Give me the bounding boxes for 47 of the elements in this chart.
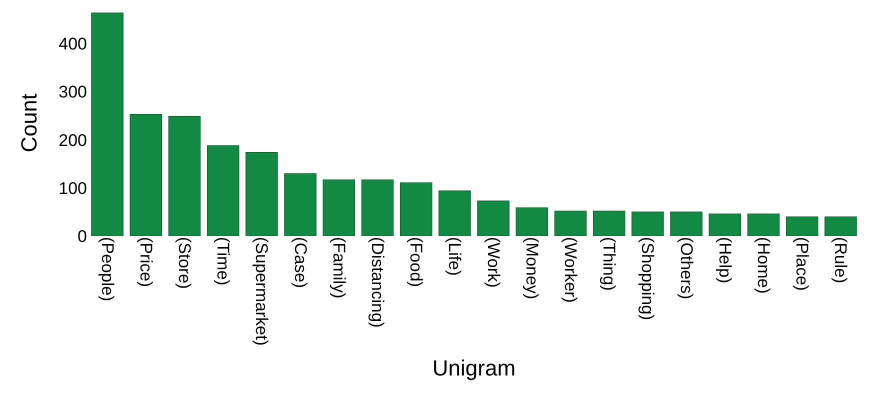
bar — [477, 200, 510, 236]
x-tick-label: (Help) — [715, 237, 734, 284]
bar — [554, 210, 587, 236]
bar — [438, 190, 471, 236]
bar — [91, 12, 124, 236]
bar — [516, 207, 548, 236]
y-axis-title: Count — [16, 94, 42, 152]
x-tick-label: (Shopping) — [638, 237, 658, 320]
x-tick-label: (Family) — [329, 237, 348, 298]
x-tick-label: (Price) — [136, 237, 156, 288]
x-tick-label: (Place) — [792, 237, 812, 291]
x-tick-label: (Home) — [754, 237, 773, 294]
x-tick-label: (Case) — [290, 237, 310, 288]
x-tick-label: (Work) — [484, 237, 503, 288]
bar — [361, 179, 394, 236]
bar — [168, 116, 201, 236]
bar — [246, 152, 278, 236]
bar — [670, 212, 702, 236]
x-tick-label: (Worker) — [560, 237, 580, 303]
bar — [632, 212, 664, 236]
bar — [786, 216, 818, 236]
x-tick-label: (Food) — [406, 237, 426, 288]
x-tick-label: (Thing) — [600, 237, 619, 291]
x-tick-label: (Store) — [174, 237, 194, 289]
y-tick-label: 0 — [78, 226, 87, 246]
x-tick-label: (Money) — [522, 237, 542, 300]
y-tick-label: 100 — [58, 178, 87, 198]
x-tick-label: (Supermarket) — [252, 237, 272, 346]
x-tick-label: (Distancing) — [368, 237, 387, 328]
y-tick-label: 400 — [58, 34, 87, 54]
x-tick-label: (Life) — [445, 237, 464, 276]
bar — [708, 214, 742, 236]
bar — [824, 216, 857, 236]
x-tick-label: (Time) — [214, 237, 233, 286]
y-tick-label: 200 — [58, 130, 87, 150]
bar — [130, 114, 162, 236]
bar — [322, 179, 356, 236]
bar — [284, 173, 316, 236]
y-tick-label: 300 — [58, 82, 87, 102]
x-tick-label: (People) — [98, 237, 117, 302]
x-axis-title: Unigram — [432, 356, 516, 381]
x-tick-label: (Others) — [676, 237, 696, 300]
x-tick-label: (Rule) — [831, 237, 850, 284]
bar — [206, 145, 240, 236]
bar — [747, 214, 780, 236]
bar — [400, 182, 432, 236]
bar — [592, 210, 626, 236]
